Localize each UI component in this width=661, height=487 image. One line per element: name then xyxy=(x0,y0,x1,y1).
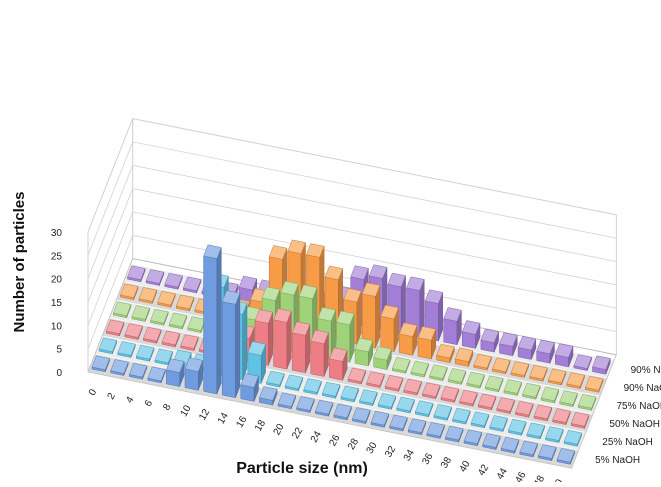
x-tick-label: 28 xyxy=(346,436,361,452)
x-tick-label: 34 xyxy=(402,448,417,464)
x-tick-label: 18 xyxy=(253,418,268,434)
bar xyxy=(444,308,462,345)
bar xyxy=(185,358,203,391)
y-tick-label: 5 xyxy=(56,345,62,356)
x-tick-label: 4 xyxy=(124,395,137,406)
x-tick-label: 48 xyxy=(532,473,547,482)
y-tick-label: 30 xyxy=(51,228,63,239)
x-tick-label: 8 xyxy=(161,402,174,413)
x-tick-label: 44 xyxy=(495,466,510,482)
bar xyxy=(381,305,399,352)
x-tick-label: 10 xyxy=(179,403,194,419)
x-tick-label: 6 xyxy=(143,398,156,409)
x-tick-label: 38 xyxy=(439,455,454,471)
x-tick-label: 40 xyxy=(458,459,473,475)
x-tick-label: 16 xyxy=(234,414,249,430)
y-tick-label: 0 xyxy=(56,368,62,379)
y-tick-label: 10 xyxy=(51,321,63,332)
y-axis-title: Number of particles xyxy=(11,192,28,333)
x-tick-label: 36 xyxy=(420,451,435,467)
x-tick-label: 22 xyxy=(290,425,305,441)
series-label: 25% NaOH xyxy=(602,437,653,448)
x-tick-label: 20 xyxy=(272,422,287,438)
y-tick-label: 15 xyxy=(51,298,63,309)
y-tick-label: 25 xyxy=(51,251,63,262)
series-label: 90% NaOH* xyxy=(624,383,661,394)
bar xyxy=(292,322,310,373)
x-tick-label: 46 xyxy=(513,470,528,482)
bar xyxy=(362,283,380,348)
y-tick-labels: 0 5 10 15 20 25 30 xyxy=(51,228,63,379)
x-tick-label: 14 xyxy=(216,411,231,427)
x-tick-label: 12 xyxy=(197,407,212,423)
x-tick-label: 32 xyxy=(383,444,398,460)
bar xyxy=(329,348,347,381)
x-tick-label: 24 xyxy=(309,429,324,445)
x-tick-label: 30 xyxy=(365,440,380,456)
bar xyxy=(222,291,240,398)
series-label: 50% NaOH xyxy=(609,419,660,430)
series-label: 5% NaOH xyxy=(595,455,640,466)
bar xyxy=(274,309,292,370)
bar xyxy=(241,374,259,402)
bar xyxy=(355,338,373,366)
bar xyxy=(399,323,417,356)
series-label: 75% NaOH xyxy=(617,401,661,412)
bar xyxy=(166,359,184,387)
x-axis-title: Particle size (nm) xyxy=(236,460,368,477)
x-tick-label: 42 xyxy=(476,462,491,478)
x-tick-label: 0 xyxy=(87,387,100,398)
series-label: 90% NaOH xyxy=(631,365,661,376)
bar xyxy=(418,327,436,360)
bar xyxy=(204,245,222,394)
y-tick-label: 20 xyxy=(51,275,63,286)
x-tick-label: 50 xyxy=(551,477,566,482)
bar xyxy=(462,321,480,349)
bar xyxy=(311,330,329,377)
x-tick-label: 26 xyxy=(327,433,342,449)
x-tick-label: 2 xyxy=(106,391,119,402)
